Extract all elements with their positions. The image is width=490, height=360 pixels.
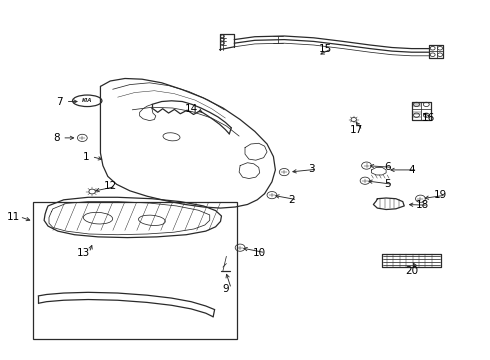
Text: 14: 14 bbox=[184, 104, 198, 114]
Text: 17: 17 bbox=[350, 125, 364, 135]
Text: 18: 18 bbox=[416, 200, 429, 210]
Text: 3: 3 bbox=[308, 164, 315, 174]
Text: 15: 15 bbox=[319, 44, 333, 54]
Text: 1: 1 bbox=[82, 152, 89, 162]
Text: 16: 16 bbox=[422, 113, 436, 123]
Text: 6: 6 bbox=[384, 162, 391, 172]
Text: 8: 8 bbox=[53, 133, 60, 143]
Bar bbox=[33, 202, 237, 339]
Text: 20: 20 bbox=[405, 266, 418, 276]
Text: 2: 2 bbox=[288, 195, 295, 205]
Text: 13: 13 bbox=[76, 248, 90, 258]
Text: 7: 7 bbox=[56, 96, 63, 107]
Text: 4: 4 bbox=[408, 165, 415, 175]
Text: 11: 11 bbox=[7, 212, 21, 222]
Text: 10: 10 bbox=[253, 248, 266, 258]
Text: 12: 12 bbox=[103, 181, 117, 192]
Text: 5: 5 bbox=[384, 179, 391, 189]
Text: 9: 9 bbox=[222, 284, 229, 294]
Text: KIA: KIA bbox=[82, 98, 93, 103]
Text: 19: 19 bbox=[433, 190, 447, 200]
